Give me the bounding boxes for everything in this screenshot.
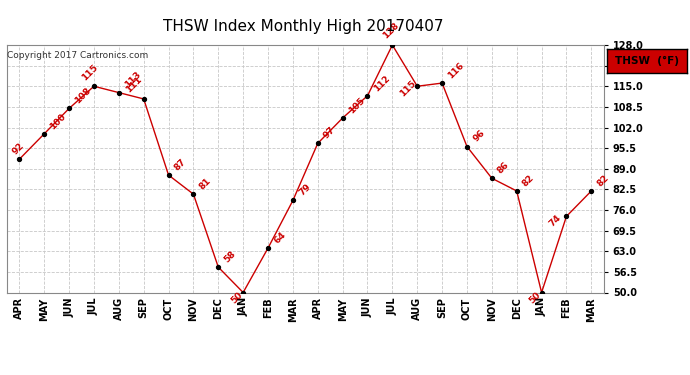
Text: 92: 92 — [11, 141, 26, 156]
Text: THSW  (°F): THSW (°F) — [615, 56, 679, 66]
Text: 82: 82 — [521, 173, 536, 188]
Text: 105: 105 — [347, 96, 366, 115]
Point — [213, 264, 224, 270]
Point — [113, 90, 124, 96]
Text: 50: 50 — [528, 290, 543, 305]
Text: 108: 108 — [73, 86, 92, 106]
Text: 82: 82 — [595, 173, 611, 188]
Point — [14, 156, 25, 162]
Text: 74: 74 — [547, 213, 562, 229]
Text: 112: 112 — [372, 74, 391, 93]
Point — [313, 140, 324, 146]
Text: 100: 100 — [48, 112, 68, 131]
Point — [237, 290, 248, 296]
Text: THSW Index Monthly High 20170407: THSW Index Monthly High 20170407 — [164, 19, 444, 34]
Point — [262, 245, 273, 251]
Point — [287, 198, 298, 204]
Point — [362, 93, 373, 99]
Text: 87: 87 — [172, 157, 188, 172]
Text: 115: 115 — [80, 63, 99, 82]
Point — [163, 172, 174, 178]
Point — [536, 290, 547, 296]
Point — [88, 83, 99, 89]
Point — [586, 188, 597, 194]
Text: 64: 64 — [272, 230, 288, 245]
Text: 115: 115 — [398, 79, 417, 99]
Text: 116: 116 — [446, 61, 466, 80]
Text: 81: 81 — [197, 176, 213, 191]
Text: 50: 50 — [229, 290, 244, 305]
Text: 128: 128 — [382, 21, 401, 41]
Text: 97: 97 — [322, 125, 337, 141]
Point — [561, 213, 572, 219]
Text: 58: 58 — [222, 249, 237, 264]
Point — [63, 105, 75, 111]
Point — [437, 80, 448, 86]
Text: 79: 79 — [297, 182, 313, 198]
Text: 86: 86 — [496, 160, 511, 176]
Point — [511, 188, 522, 194]
Point — [337, 115, 348, 121]
Point — [39, 131, 50, 137]
Point — [138, 96, 149, 102]
Text: 111: 111 — [124, 75, 144, 95]
Point — [462, 144, 473, 150]
Point — [188, 191, 199, 197]
Text: 96: 96 — [471, 129, 486, 144]
Point — [387, 42, 398, 48]
Text: 113: 113 — [123, 70, 143, 90]
Point — [486, 175, 497, 181]
Text: Copyright 2017 Cartronics.com: Copyright 2017 Cartronics.com — [7, 51, 148, 60]
Point — [412, 83, 423, 89]
